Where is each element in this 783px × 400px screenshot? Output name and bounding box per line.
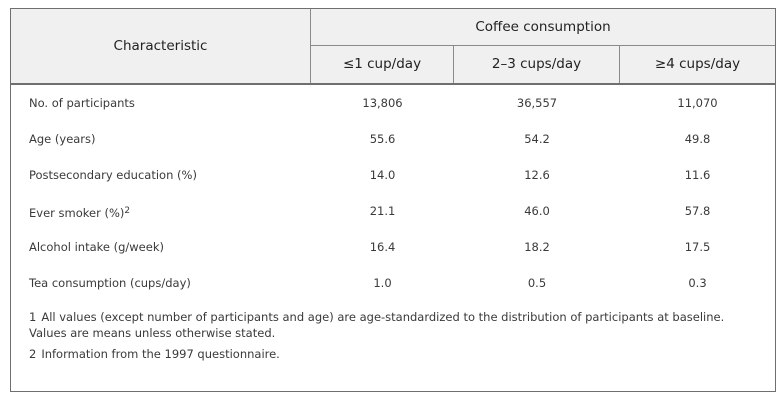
row-value: 13,806 [362, 96, 403, 110]
row-label: Ever smoker (%)2 [29, 206, 131, 220]
row-value: 21.1 [369, 204, 396, 218]
table-row: Age (years) 55.6 54.2 49.8 [11, 121, 775, 157]
table-row: Ever smoker (%)2 21.1 46.0 57.8 [11, 193, 775, 229]
row-value: 36,557 [516, 96, 558, 110]
row-value: 18.2 [524, 240, 550, 254]
footnote: 2 Information from the 1997 questionnaire… [29, 347, 280, 361]
footnote-ref: 2 [124, 206, 131, 216]
header-coffee-consumption: Coffee consumption [311, 9, 775, 46]
row-label: Age (years) [29, 132, 96, 146]
row-label: Alcohol intake (g/week) [29, 240, 164, 254]
row-value: 46.0 [524, 204, 550, 218]
row-value: 0.3 [688, 276, 707, 290]
header-col-1: ≤1 cup/day [311, 46, 454, 83]
row-value: 57.8 [684, 204, 711, 218]
header-col-2: 2–3 cups/day [454, 46, 620, 83]
table-row: Postsecondary education (%) 14.0 12.6 11… [11, 157, 775, 193]
table-footnotes: 1 All values (except number of participan… [29, 309, 764, 367]
row-value: 17.5 [684, 240, 711, 254]
row-value: 11,070 [677, 96, 718, 110]
row-value: 11.6 [684, 168, 711, 182]
row-label: No. of participants [29, 96, 135, 110]
row-label: Postsecondary education (%) [29, 168, 197, 182]
table-row: No. of participants 13,806 36,557 11,070 [11, 85, 775, 121]
row-value: 12.6 [524, 168, 550, 182]
row-value: 16.4 [369, 240, 396, 254]
row-value: 14.0 [369, 168, 396, 182]
table-row: Alcohol intake (g/week) 16.4 18.2 17.5 [11, 229, 775, 265]
data-table: Characteristic Coffee consumption ≤1 cup… [10, 8, 776, 392]
table-header: Characteristic Coffee consumption ≤1 cup… [11, 9, 775, 85]
row-value: 1.0 [373, 276, 392, 290]
row-value: 55.6 [369, 132, 396, 146]
row-value: 54.2 [524, 132, 550, 146]
row-label: Tea consumption (cups/day) [29, 276, 191, 290]
row-value: 0.5 [527, 276, 547, 290]
header-col-3: ≥4 cups/day [654, 56, 741, 72]
footnote: 1 All values (except number of participan… [29, 310, 725, 340]
header-characteristic: Characteristic [11, 9, 311, 83]
row-value: 49.8 [684, 132, 711, 146]
table-row: Tea consumption (cups/day) 1.0 0.5 0.3 [11, 265, 775, 301]
